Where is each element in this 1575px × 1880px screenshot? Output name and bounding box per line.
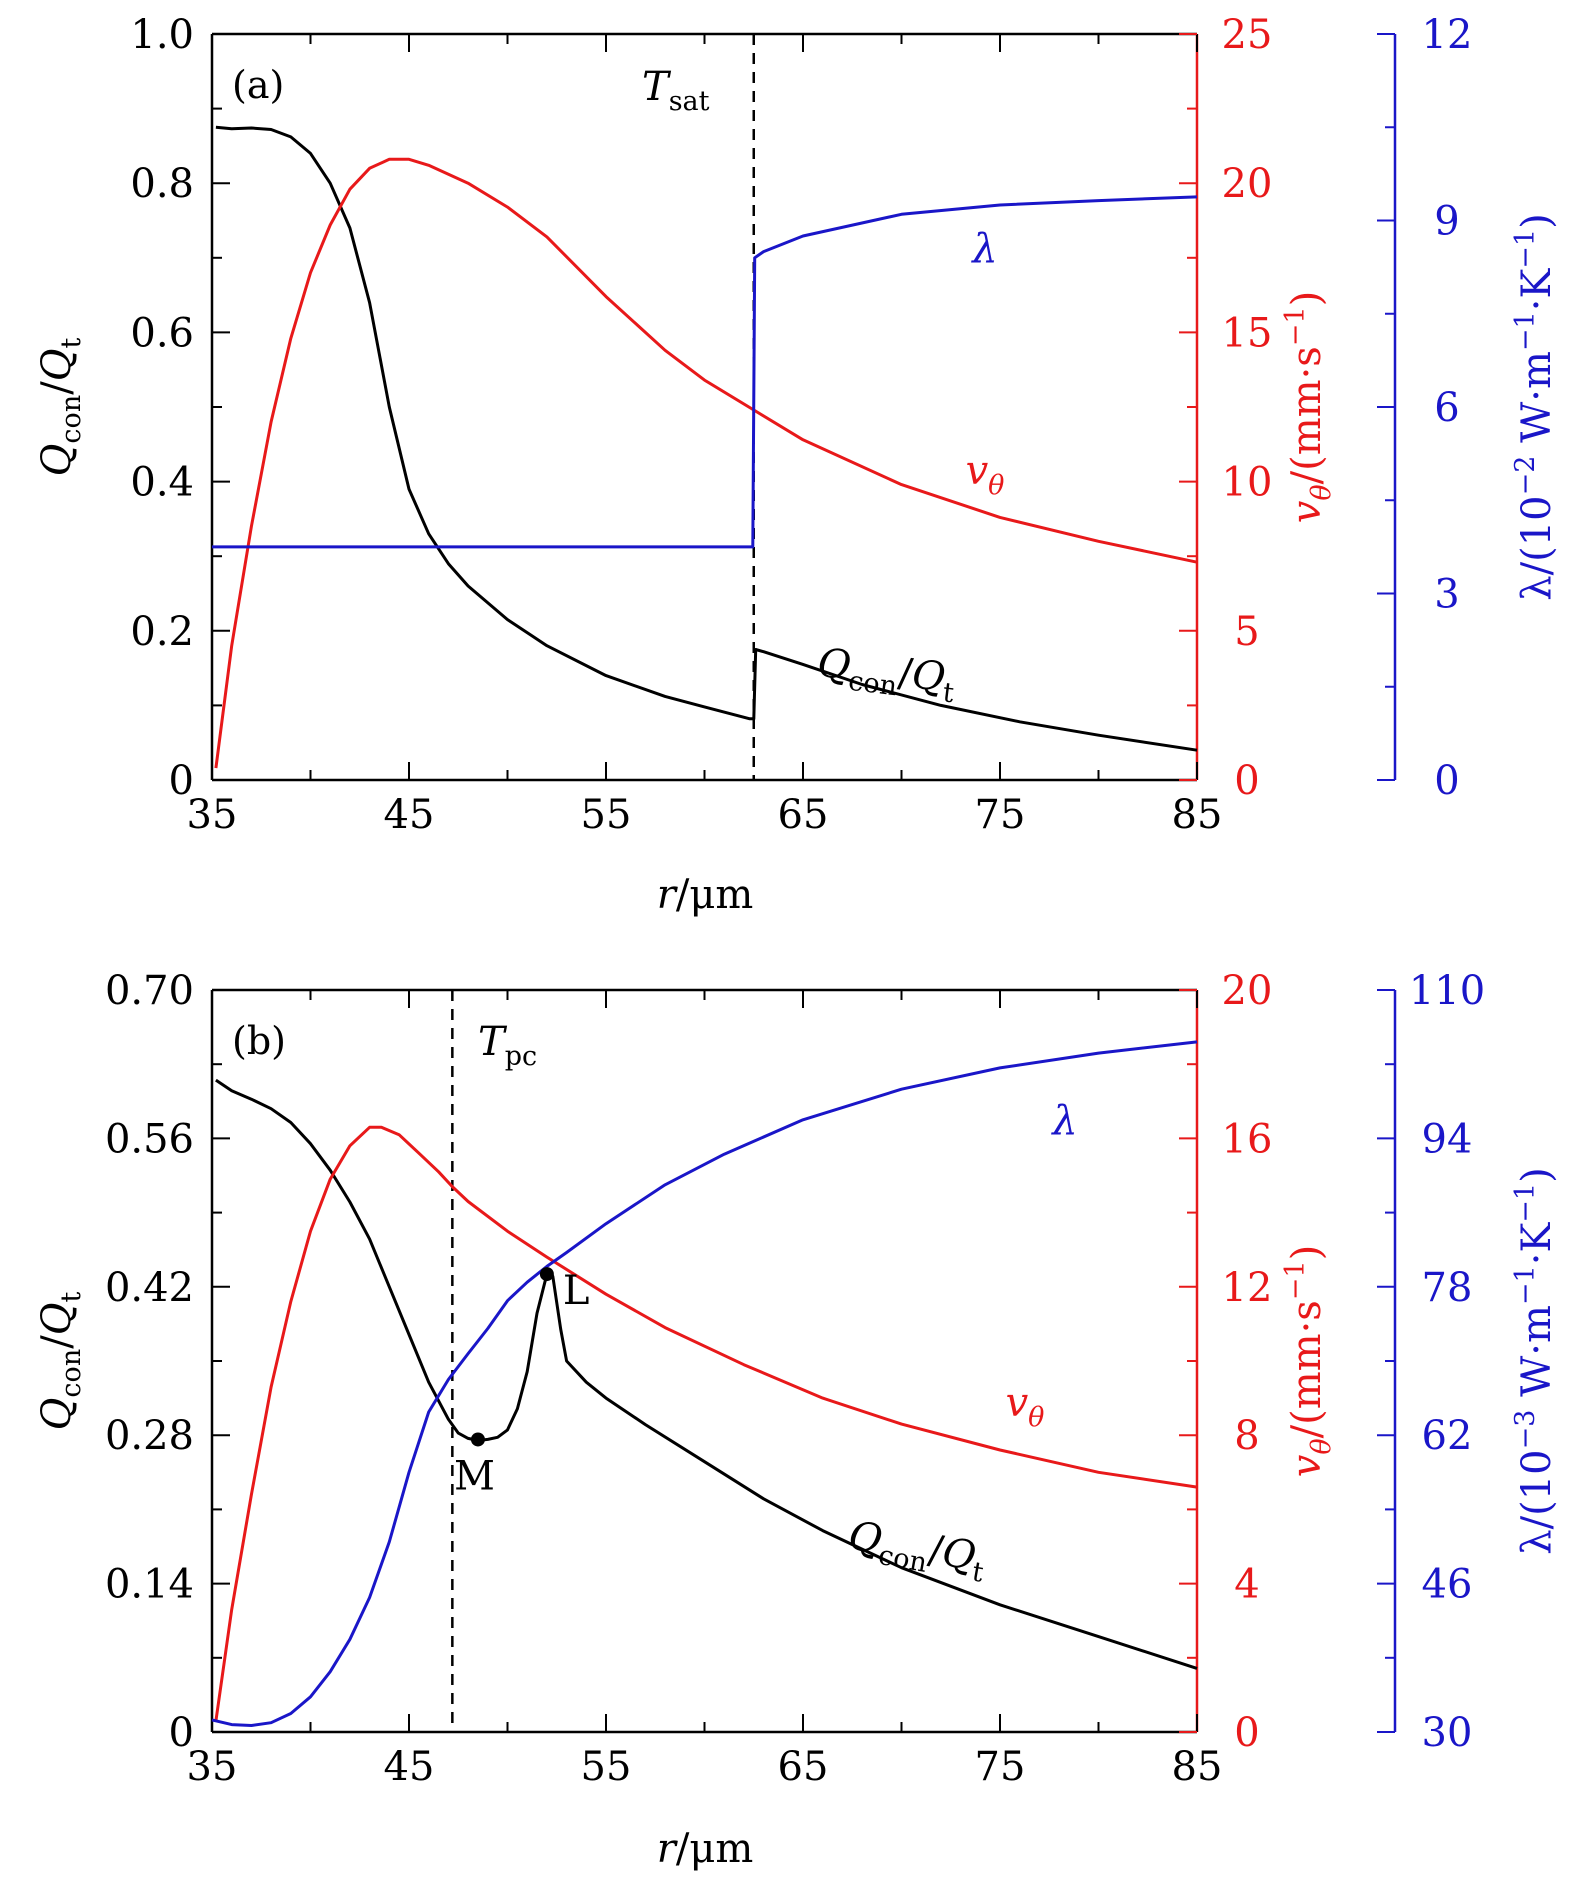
series-line-red (214, 157, 1198, 769)
series-annotation: Qcon/Qt (844, 1513, 990, 1589)
red-tick-label: 12 (1222, 1265, 1273, 1311)
left-axis-title: Qcon/Qt (34, 1292, 87, 1431)
series-line-blue (212, 195, 1198, 549)
red-tick-label: 15 (1222, 310, 1273, 356)
red-tick-label: 25 (1222, 12, 1273, 58)
left-tick-label: 1.0 (130, 12, 194, 58)
x-tick-label: 85 (1172, 1744, 1223, 1790)
series-annotation: vθ (966, 448, 1005, 501)
x-tick-label: 45 (384, 1744, 435, 1790)
left-tick-label: 0.8 (130, 161, 194, 207)
blue-tick-label: 30 (1422, 1710, 1473, 1756)
x-tick-label: 75 (975, 1744, 1026, 1790)
red-tick-label: 20 (1222, 161, 1273, 207)
series-annotation: Qcon/Qt (814, 640, 958, 710)
series-line-blue (211, 1040, 1198, 1727)
left-tick-label: 0.28 (105, 1413, 194, 1459)
point-label: L (563, 1268, 590, 1314)
panel-b: 35 45 55 65 75 8500.140.280.420.560.700481216… (34, 968, 1560, 1872)
x-tick-label: 55 (581, 792, 632, 838)
red-axis-title: vθ/(mm·s−1) (1280, 291, 1337, 523)
left-tick-label: 0.56 (105, 1116, 194, 1162)
blue-tick-label: 78 (1422, 1265, 1473, 1311)
x-tick-label: 35 (187, 1744, 238, 1790)
blue-tick-label: 12 (1422, 12, 1473, 58)
blue-tick-label: 3 (1434, 572, 1459, 618)
marker-point (470, 1432, 485, 1447)
blue-tick-label: 94 (1422, 1116, 1473, 1162)
point-label: M (454, 1453, 495, 1499)
series-annotation: λ (1050, 1098, 1077, 1144)
panel-a: 35 45 55 65 75 8500.20.40.60.81.0051015202503… (34, 12, 1560, 918)
left-tick-label: 0.6 (130, 310, 194, 356)
blue-tick-label: 62 (1422, 1413, 1473, 1459)
vline-label: Tsat (642, 64, 710, 117)
red-tick-label: 0 (1234, 1710, 1259, 1756)
left-tick-label: 0 (169, 1710, 194, 1756)
x-axis-title: r/μm (657, 872, 754, 918)
blue-axis-title: λ/(10−3 W·m−1·K−1) (1510, 1167, 1560, 1554)
blue-tick-label: 0 (1434, 758, 1459, 804)
blue-axis-title: λ/(10−2 W·m−1·K−1) (1510, 213, 1560, 600)
x-tick-label: 65 (778, 792, 829, 838)
red-tick-label: 5 (1234, 609, 1259, 655)
left-tick-label: 0 (169, 758, 194, 804)
x-tick-label: 55 (581, 1744, 632, 1790)
series-line-black (215, 1078, 1198, 1670)
left-tick-label: 0.70 (105, 968, 194, 1014)
blue-tick-label: 9 (1434, 199, 1459, 245)
x-tick-label: 35 (187, 792, 238, 838)
blue-tick-label: 110 (1409, 968, 1485, 1014)
marker-point (539, 1267, 554, 1282)
series-line-red (214, 1125, 1198, 1722)
x-tick-label: 75 (975, 792, 1026, 838)
series-annotation: vθ (1006, 1380, 1045, 1433)
red-tick-label: 20 (1222, 968, 1273, 1014)
panel-label: (a) (232, 63, 284, 107)
left-axis-title: Qcon/Qt (34, 338, 87, 477)
left-tick-label: 0.14 (105, 1562, 194, 1608)
x-tick-label: 85 (1172, 792, 1223, 838)
red-tick-label: 0 (1234, 758, 1259, 804)
series-annotation: λ (970, 226, 997, 272)
red-tick-label: 8 (1234, 1413, 1259, 1459)
red-tick-label: 10 (1222, 460, 1273, 506)
series-line-black (215, 125, 1198, 752)
left-tick-label: 0.42 (105, 1265, 194, 1311)
left-tick-label: 0.2 (130, 609, 194, 655)
x-tick-label: 45 (384, 792, 435, 838)
x-tick-label: 65 (778, 1744, 829, 1790)
x-axis-title: r/μm (657, 1826, 754, 1872)
blue-tick-label: 6 (1434, 385, 1459, 431)
red-tick-label: 16 (1222, 1116, 1273, 1162)
red-axis-title: vθ/(mm·s−1) (1280, 1245, 1337, 1477)
left-tick-label: 0.4 (130, 460, 194, 506)
blue-tick-label: 46 (1422, 1562, 1473, 1608)
red-tick-label: 4 (1234, 1562, 1259, 1608)
vline-label: Tpc (478, 1019, 537, 1072)
panel-label: (b) (232, 1019, 286, 1063)
